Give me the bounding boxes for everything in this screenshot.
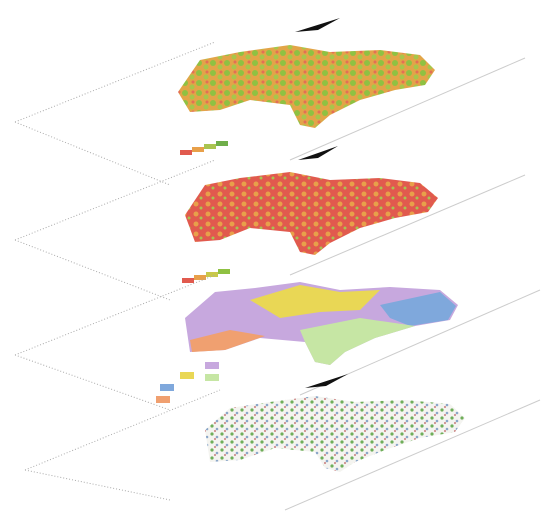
legend-swatch xyxy=(194,275,206,280)
plane-edge xyxy=(25,390,220,500)
legend-swatch xyxy=(182,278,194,283)
map xyxy=(178,45,435,128)
legend-swatch xyxy=(180,372,194,379)
layer-1 xyxy=(15,18,525,185)
figure xyxy=(0,0,558,527)
map xyxy=(205,396,465,472)
legend-swatch xyxy=(160,384,174,391)
layer-2 xyxy=(15,146,525,300)
legend-swatch xyxy=(180,150,192,155)
plane-edge xyxy=(15,275,215,410)
legend xyxy=(182,269,230,283)
layer-4 xyxy=(25,374,540,510)
north-arrow xyxy=(295,18,340,32)
plane-edge xyxy=(15,42,215,185)
legend xyxy=(156,362,219,403)
legend-swatch xyxy=(205,362,219,369)
legend-swatch xyxy=(218,269,230,274)
legend-swatch xyxy=(192,147,204,152)
legend-swatch xyxy=(205,374,219,381)
legend xyxy=(180,141,228,155)
legend-swatch xyxy=(206,272,218,277)
north-arrow xyxy=(305,374,348,388)
legend-swatch xyxy=(204,144,216,149)
layer-3 xyxy=(15,275,540,410)
map xyxy=(185,172,438,255)
legend-swatch xyxy=(156,396,170,403)
page xyxy=(0,0,558,527)
legend-swatch xyxy=(216,141,228,146)
